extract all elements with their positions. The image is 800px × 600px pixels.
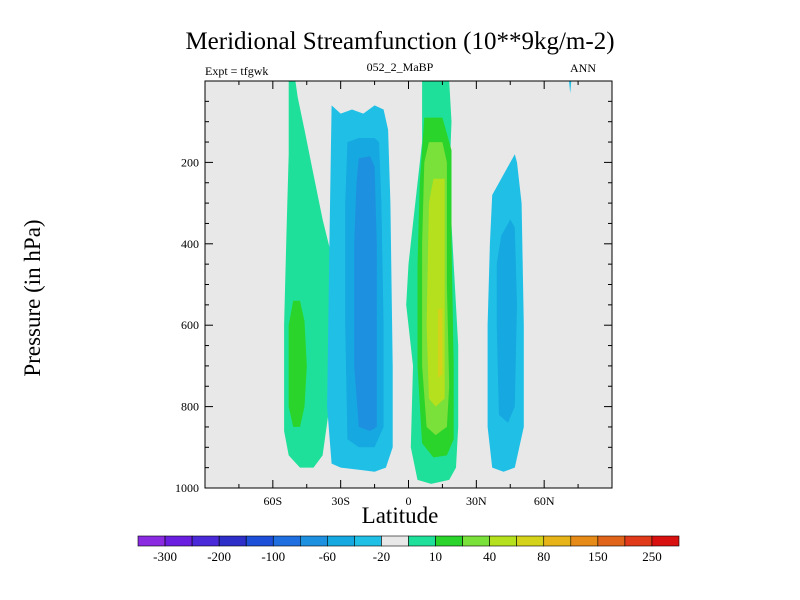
colorbar-swatch (462, 535, 490, 547)
colorbar-label: -100 (261, 549, 285, 564)
y-tick-label: 400 (181, 237, 199, 251)
colorbar-swatch (489, 535, 517, 547)
contour-sh-cell-neg100 (354, 156, 377, 432)
colorbar-label: -60 (319, 549, 336, 564)
x-tick-label: 30S (331, 494, 350, 508)
contour-nh-polar-sliver (569, 81, 572, 94)
x-tick-label: 60N (534, 494, 555, 508)
colorbar-swatch (354, 535, 382, 547)
contour-sh-outer-cell-40 (288, 300, 307, 427)
contour-tropical-cell-core (437, 308, 443, 379)
x-tick-label: 30N (466, 494, 487, 508)
colorbar-swatch (597, 535, 626, 547)
colorbar-swatch (570, 535, 599, 547)
colorbar-label: 80 (537, 549, 550, 564)
colorbar-swatch (435, 535, 463, 547)
colorbar-swatch (651, 535, 680, 547)
colorbar-label: 10 (429, 549, 442, 564)
chart-subtitle: 052_2_MaBP (366, 60, 434, 74)
y-tick-label: 1000 (175, 481, 199, 495)
x-tick-label: 60S (263, 494, 282, 508)
colorbar-swatch (327, 535, 355, 547)
colorbar-swatch (299, 535, 328, 547)
experiment-label: Expt = tfgwk (205, 64, 269, 78)
colorbar-swatch (408, 535, 436, 547)
colorbar-label: 150 (588, 549, 608, 564)
y-tick-label: 800 (181, 400, 199, 414)
colorbar-swatch (272, 535, 301, 547)
chart-title: Meridional Streamfunction (10**9kg/m-2) (185, 28, 615, 55)
colorbar-swatch (516, 535, 545, 547)
y-tick-label: 200 (181, 155, 199, 169)
colorbar-label: 40 (483, 549, 496, 564)
colorbar-label: -200 (207, 549, 231, 564)
colorbar-swatch (191, 535, 220, 547)
colorbar-swatch (245, 535, 274, 547)
season-label: ANN (570, 61, 596, 75)
colorbar-swatch (624, 535, 653, 547)
colorbar-swatch (543, 535, 572, 547)
y-tick-label: 600 (181, 318, 199, 332)
x-axis-label: Latitude (361, 503, 439, 528)
colorbar-swatch (164, 535, 193, 547)
colorbar-swatch (218, 535, 247, 547)
colorbar: -300 -200 -100 -60 -20 10 40 80 150 250 (137, 535, 680, 564)
colorbar-label: -20 (373, 549, 390, 564)
contour-nh-cell-neg60 (496, 219, 517, 423)
x-tick-label: 0 (406, 494, 412, 508)
colorbar-swatch (137, 535, 166, 547)
colorbar-label: -300 (153, 549, 177, 564)
colorbar-label: 250 (642, 549, 662, 564)
colorbar-swatch (381, 535, 409, 547)
